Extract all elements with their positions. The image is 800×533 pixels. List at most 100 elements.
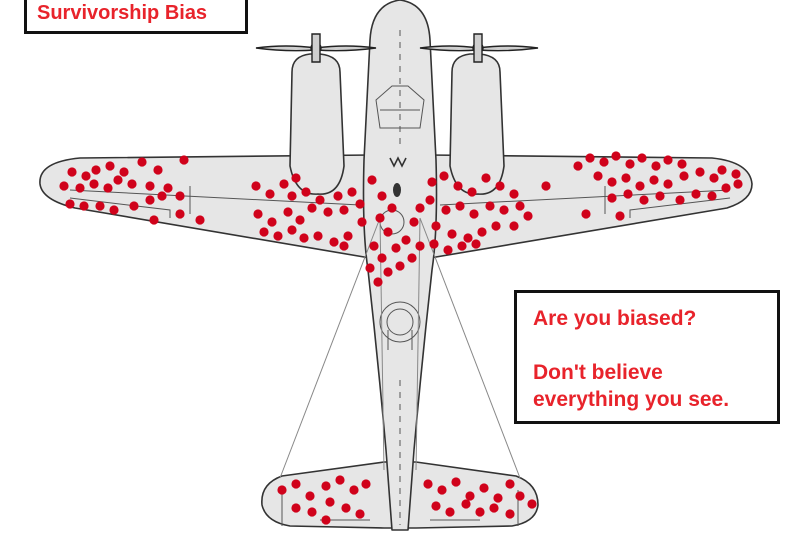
bullet-hit-dot <box>383 267 393 277</box>
bullet-hit-dot <box>307 507 317 517</box>
bullet-hit-dot <box>307 203 317 213</box>
bullet-hit-dot <box>663 155 673 165</box>
bullet-hit-dot <box>291 173 301 183</box>
bullet-hit-dot <box>137 157 147 167</box>
bullet-hit-dot <box>67 167 77 177</box>
bullet-hit-dot <box>333 191 343 201</box>
bullet-hit-dot <box>675 195 685 205</box>
bullet-hit-dot <box>349 485 359 495</box>
bullet-hit-dot <box>401 235 411 245</box>
bullet-hit-dot <box>625 159 635 169</box>
title-label: Survivorship Bias <box>37 2 208 24</box>
bullet-hit-dot <box>471 239 481 249</box>
bullet-hit-dot <box>515 491 525 501</box>
bullet-hit-dot <box>175 209 185 219</box>
bullet-hit-dot <box>387 203 397 213</box>
bullet-hit-dot <box>283 207 293 217</box>
bullet-hit-dot <box>267 217 277 227</box>
bullet-hit-dot <box>367 175 377 185</box>
bullet-hit-dot <box>305 491 315 501</box>
bullet-hit-dot <box>339 205 349 215</box>
bullet-hit-dot <box>119 167 129 177</box>
bullet-hit-dot <box>323 207 333 217</box>
bullet-hit-dot <box>611 151 621 161</box>
bullet-hit-dot <box>651 161 661 171</box>
bullet-hit-dot <box>149 215 159 225</box>
bullet-hit-dot <box>477 227 487 237</box>
bullet-hit-dot <box>375 213 385 223</box>
bullet-hit-dot <box>443 245 453 255</box>
bullet-hit-dot <box>581 209 591 219</box>
bullet-hit-dot <box>635 181 645 191</box>
bullet-hit-dot <box>441 205 451 215</box>
bullet-hit-dot <box>717 165 727 175</box>
bullet-hit-dot <box>339 241 349 251</box>
bullet-hit-dot <box>145 195 155 205</box>
bullet-hit-dot <box>505 479 515 489</box>
bullet-hit-dot <box>287 225 297 235</box>
bullet-hit-dot <box>65 199 75 209</box>
bullet-hit-dot <box>301 187 311 197</box>
bullet-hit-dot <box>291 503 301 513</box>
bullet-hit-dot <box>89 179 99 189</box>
bullet-hit-dot <box>707 191 717 201</box>
bullet-hit-dot <box>321 481 331 491</box>
bullet-hit-dot <box>81 171 91 181</box>
bullet-hit-dot <box>109 205 119 215</box>
bullet-hit-dot <box>491 221 501 231</box>
bullet-hit-dot <box>481 173 491 183</box>
bullet-hit-dot <box>277 485 287 495</box>
bullet-hit-dot <box>709 173 719 183</box>
bullet-hit-dot <box>287 191 297 201</box>
bullet-hit-dot <box>451 477 461 487</box>
bullet-hit-dot <box>515 201 525 211</box>
bullet-hit-dot <box>129 201 139 211</box>
message-label: Don't believe everything you see. <box>533 361 730 411</box>
bullet-hit-dot <box>663 179 673 189</box>
title-box: Survivorship Bias <box>24 0 248 34</box>
bullet-hit-dot <box>315 195 325 205</box>
bullet-hit-dot <box>425 195 435 205</box>
bullet-hit-dot <box>691 189 701 199</box>
bullet-hit-dot <box>655 191 665 201</box>
bullet-hit-dot <box>431 501 441 511</box>
bullet-hit-dot <box>437 485 447 495</box>
bullet-hit-dot <box>325 497 335 507</box>
bullet-hit-dot <box>409 217 419 227</box>
bullet-hit-dot <box>541 181 551 191</box>
bullet-hit-dot <box>253 209 263 219</box>
bullet-hit-dot <box>485 201 495 211</box>
bullet-hit-dot <box>493 493 503 503</box>
bullet-hit-dot <box>677 159 687 169</box>
bullet-hit-dot <box>163 183 173 193</box>
bullet-hit-dot <box>489 503 499 513</box>
bullet-hit-dot <box>395 261 405 271</box>
bullet-hit-dot <box>509 189 519 199</box>
bullet-hit-dot <box>475 507 485 517</box>
bullet-hit-dot <box>341 503 351 513</box>
engine-right <box>449 53 505 195</box>
bullet-hit-dot <box>407 253 417 263</box>
bullet-hit-dot <box>103 183 113 193</box>
bullet-hit-dot <box>461 499 471 509</box>
bullet-hit-dot <box>679 171 689 181</box>
bullet-hit-dot <box>179 155 189 165</box>
bullet-hit-dot <box>259 227 269 237</box>
bullet-hit-dot <box>607 177 617 187</box>
bullet-hit-dot <box>573 161 583 171</box>
bullet-hit-dot <box>75 183 85 193</box>
bullet-hit-dot <box>415 203 425 213</box>
bullet-hit-dot <box>721 183 731 193</box>
bullet-hit-dot <box>153 165 163 175</box>
bullet-hit-dot <box>585 153 595 163</box>
bullet-hit-dot <box>343 231 353 241</box>
bullet-hit-dot <box>299 233 309 243</box>
bullet-hit-dot <box>731 169 741 179</box>
bullet-hit-dot <box>377 191 387 201</box>
bullet-hit-dot <box>157 191 167 201</box>
bullet-hit-dot <box>637 153 647 163</box>
bullet-hit-dot <box>639 195 649 205</box>
caption-box: Are you biased? Don't believe everything… <box>514 290 780 424</box>
bullet-hit-dot <box>429 239 439 249</box>
